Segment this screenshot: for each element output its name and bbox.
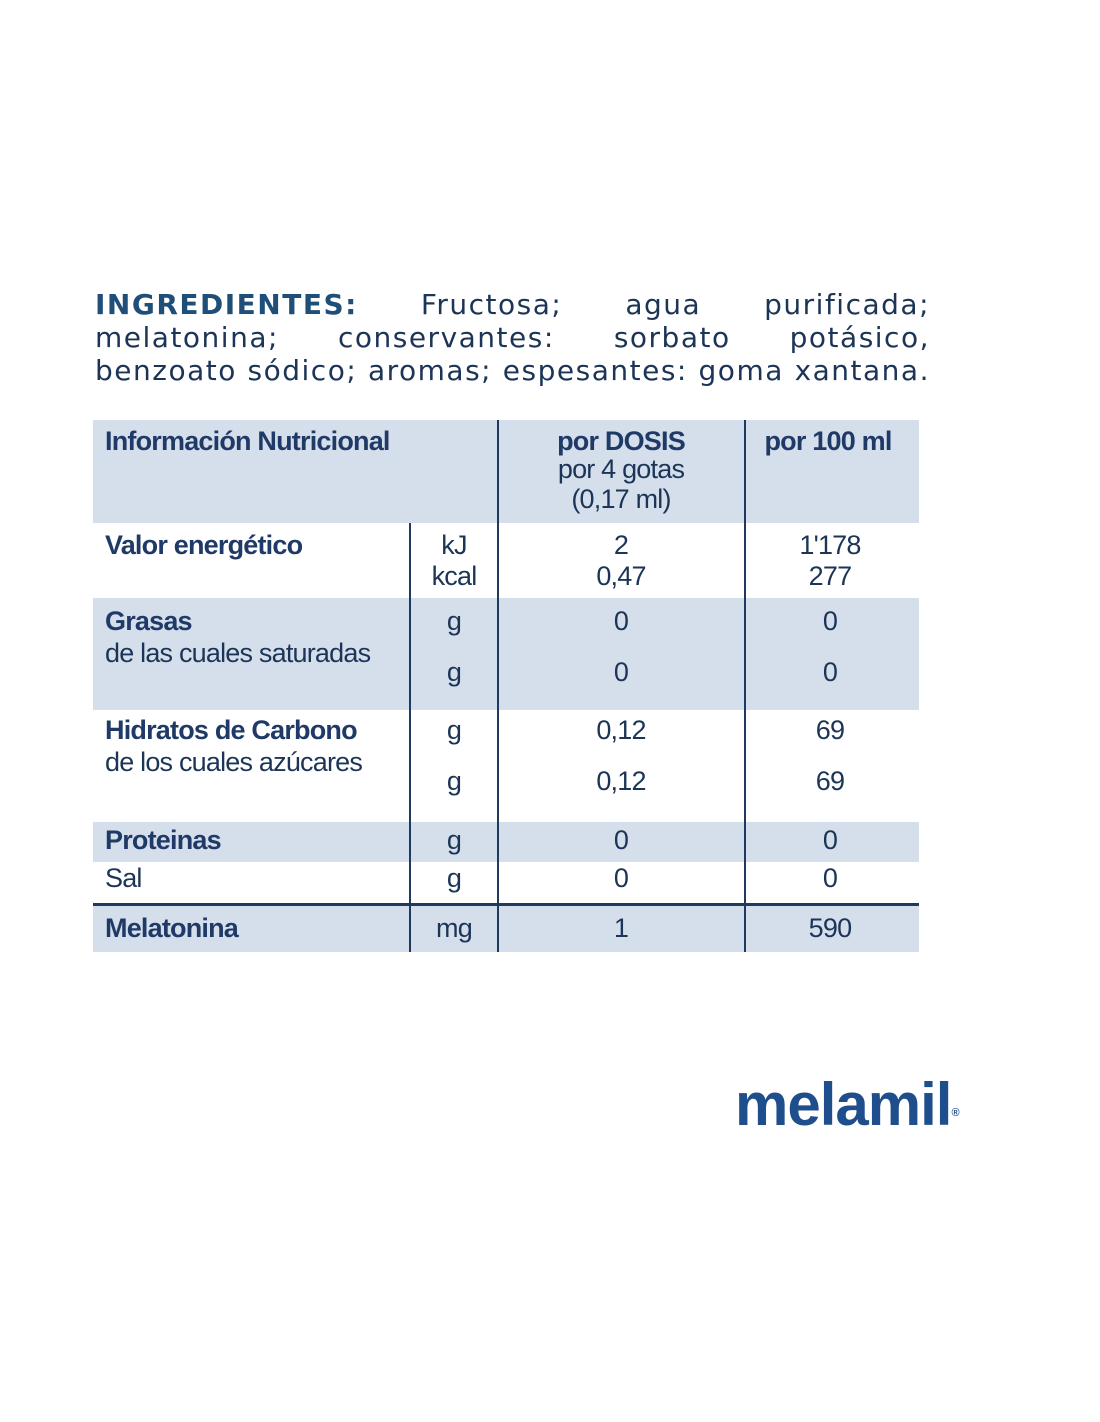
brand-mark: ® [951, 1107, 959, 1119]
dose-value: 1 [613, 913, 629, 943]
row-name: Melatonina [105, 913, 239, 943]
per100-value: 0 [822, 657, 838, 687]
row-name: Grasas [105, 606, 193, 636]
unit: mg [436, 913, 473, 943]
unit: g [446, 766, 462, 796]
per100-value: 277 [808, 561, 852, 591]
header-per100: por 100 ml [764, 426, 892, 456]
dose-value: 0 [613, 606, 629, 636]
brand-name: melamil [735, 1071, 952, 1138]
ingredients-label: INGREDIENTES: [95, 288, 358, 321]
dose-value: 0 [613, 825, 629, 855]
nutrition-table: Información Nutricional por DOSIS por 4 … [93, 420, 919, 952]
per100-value: 0 [822, 863, 838, 893]
unit: g [446, 657, 462, 687]
per100-value: 69 [815, 766, 845, 796]
dose-value: 0 [613, 657, 629, 687]
unit: g [446, 863, 462, 893]
ingredients-line: INGREDIENTES: Fructosa; agua purificada; [95, 288, 930, 321]
header-dose: (0,17 ml) [571, 484, 671, 514]
per100-value: 590 [808, 913, 852, 943]
row-subname: de las cuales saturadas [105, 638, 371, 668]
row-name: Valor energético [105, 530, 303, 560]
header-bg [93, 420, 919, 523]
dose-value: 0,12 [596, 715, 646, 745]
dose-value: 2 [613, 530, 629, 560]
header-title: Información Nutricional [105, 426, 390, 456]
per100-value: 1'178 [799, 530, 861, 560]
unit: kcal [431, 561, 478, 591]
dose-value: 0 [613, 863, 629, 893]
row-name: Proteinas [105, 825, 222, 855]
unit: kJ [441, 530, 467, 560]
separator [93, 903, 919, 906]
header-dose: por 4 gotas [557, 454, 685, 484]
column-line [497, 420, 499, 952]
per100-value: 0 [822, 825, 838, 855]
dose-value: 0,47 [596, 561, 646, 591]
unit: g [446, 606, 462, 636]
per100-value: 0 [822, 606, 838, 636]
unit: g [446, 825, 462, 855]
row-subname: de los cuales azúcares [105, 747, 363, 777]
ingredients-text: Fructosa; agua purificada; [420, 288, 930, 321]
row-bg [93, 906, 919, 952]
header-dose: por DOSIS [557, 426, 686, 456]
row-name: Sal [105, 863, 142, 893]
ingredients-line: benzoato sódico; aromas; espesantes: gom… [95, 354, 930, 387]
ingredients-line: melatonina; conservantes: sorbato potási… [95, 321, 930, 354]
row-bg [93, 822, 919, 862]
column-line [744, 420, 746, 952]
brand: melamil® [735, 1070, 960, 1140]
per100-value: 69 [815, 715, 845, 745]
column-line [409, 523, 411, 952]
row-name: Hidratos de Carbono [105, 715, 358, 745]
dose-value: 0,12 [596, 766, 646, 796]
row-bg [93, 598, 919, 710]
unit: g [446, 715, 462, 745]
